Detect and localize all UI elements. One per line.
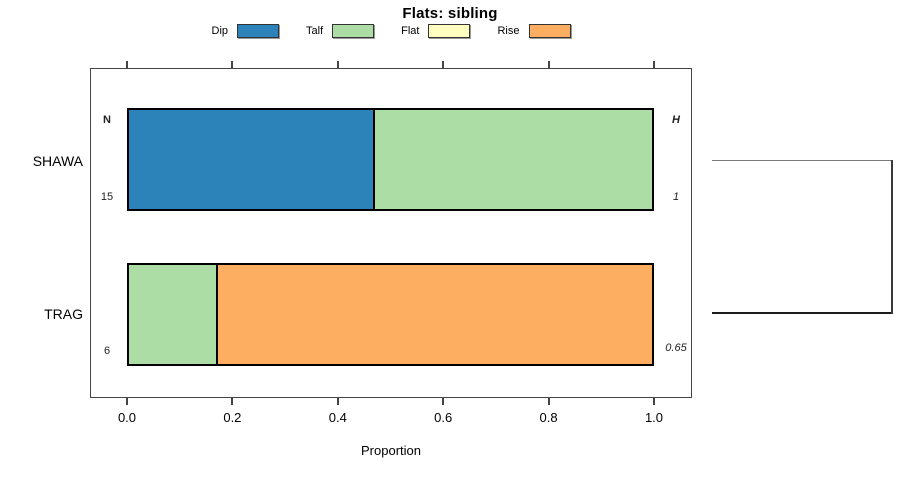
x-axis-tick-bottom xyxy=(231,398,234,405)
stacked-bar-shawa xyxy=(127,108,654,211)
legend-label-talf: Talf xyxy=(306,25,324,37)
legend-label-flat: Flat xyxy=(401,25,420,37)
bar-segment-rise xyxy=(216,265,652,364)
n-column-header: N xyxy=(103,114,111,126)
x-axis-tick-label: 0.0 xyxy=(117,410,137,425)
h-value-trag: 0.65 xyxy=(665,342,687,354)
legend-item-dip: Dip xyxy=(212,24,280,38)
legend: Dip Talf Flat Rise xyxy=(90,24,692,38)
x-axis-tick-label: 0.4 xyxy=(328,410,347,425)
legend-swatch-dip xyxy=(237,24,280,38)
row-label-trag: TRAG xyxy=(44,306,83,322)
n-value-shawa: 15 xyxy=(100,191,114,203)
n-value-trag: 6 xyxy=(103,345,111,357)
x-axis-tick-label: 1.0 xyxy=(644,410,664,425)
x-axis-label: Proportion xyxy=(361,443,421,458)
legend-item-rise: Rise xyxy=(497,24,571,38)
x-axis-tick-bottom xyxy=(442,398,445,405)
x-axis-tick-bottom xyxy=(547,398,550,405)
x-axis-tick-bottom xyxy=(653,398,655,405)
legend-swatch-rise xyxy=(528,24,571,38)
h-value-shawa: 1 xyxy=(672,191,680,203)
x-axis-tick-top xyxy=(653,61,655,68)
x-axis-tick-label: 0.6 xyxy=(434,410,453,425)
x-axis-tick-top xyxy=(231,61,234,68)
h-column-header: H xyxy=(672,114,680,126)
x-axis-tick-label: 0.2 xyxy=(223,410,242,425)
legend-item-flat: Flat xyxy=(401,24,471,38)
bar-segment-dip xyxy=(129,110,374,209)
dendrogram-branch-shawa xyxy=(712,160,892,161)
x-axis-tick-label: 0.8 xyxy=(539,410,558,425)
legend-swatch-flat xyxy=(428,24,471,38)
legend-label-dip: Dip xyxy=(211,25,229,37)
chart-title: Flats: sibling xyxy=(402,5,498,22)
x-axis-tick-top xyxy=(126,61,128,68)
x-axis-tick-top xyxy=(336,61,339,68)
x-axis-tick-top xyxy=(442,61,445,68)
x-axis-tick-bottom xyxy=(126,398,128,405)
legend-item-talf: Talf xyxy=(306,24,375,38)
x-axis-tick-bottom xyxy=(336,398,339,405)
x-axis-tick-top xyxy=(547,61,550,68)
legend-label-rise: Rise xyxy=(497,25,520,37)
dendrogram-branch-trag xyxy=(712,312,893,314)
legend-swatch-talf xyxy=(332,24,375,38)
dendrogram-join-line xyxy=(891,160,893,314)
row-label-shawa: SHAWA xyxy=(32,153,83,169)
bar-segment-talf xyxy=(129,265,217,364)
plot-area-border xyxy=(90,68,692,398)
bar-segment-talf xyxy=(373,110,652,209)
stacked-bar-trag xyxy=(127,263,654,366)
